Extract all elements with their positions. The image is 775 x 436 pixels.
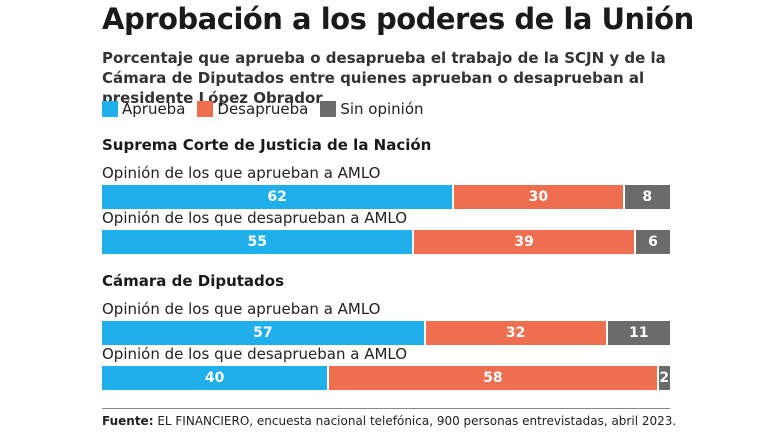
row-label-diputados-desaprueban: Opinión de los que desaprueban a AMLO — [102, 345, 408, 363]
legend-swatch-desaprueba — [197, 101, 214, 117]
legend-item-sin-opinion: Sin opinión — [320, 100, 424, 118]
footer-label: Fuente: — [102, 414, 154, 428]
bar-diputados-aprueban: 57 32 11 — [102, 321, 670, 345]
bar-diputados-desaprueban: 40 58 2 — [102, 366, 670, 390]
legend-label-desaprueba: Desaprueba — [217, 100, 309, 118]
data-label-sin-opinion: 11 — [628, 325, 649, 341]
bar-segment-desaprueba: 39 — [414, 230, 636, 254]
chart-title: Aprobación a los poderes de la Unión — [102, 2, 694, 36]
data-label-sin-opinion: 8 — [642, 189, 653, 205]
data-label-sin-opinion: 6 — [648, 234, 658, 250]
legend-item-desaprueba: Desaprueba — [197, 100, 308, 118]
legend-swatch-aprueba — [102, 101, 118, 117]
row-label-scjn-desaprueban: Opinión de los que desaprueban a AMLO — [102, 209, 408, 227]
section-title-scjn: Suprema Corte de Justicia de la Nación — [102, 136, 432, 154]
legend-label-sin-opinion: Sin opinión — [340, 100, 424, 118]
bar-segment-aprueba: 62 — [102, 185, 455, 209]
data-label-desaprueba: 39 — [514, 234, 534, 250]
bar-segment-desaprueba: 58 — [329, 366, 659, 390]
data-label-sin-opinion: 2 — [659, 370, 670, 386]
bar-segment-aprueba: 55 — [102, 230, 415, 254]
legend-swatch-sin-opinion — [320, 101, 337, 117]
legend-label-aprueba: Aprueba — [122, 100, 186, 118]
row-label-scjn-aprueban: Opinión de los que aprueban a AMLO — [102, 164, 381, 182]
bar-scjn-desaprueban: 55 39 6 — [102, 230, 670, 254]
chart-subtitle: Porcentaje que aprueba o desaprueba el t… — [102, 49, 666, 107]
bar-segment-sin-opinion: 2 — [658, 366, 670, 390]
data-label-aprueba: 40 — [204, 370, 225, 386]
bar-segment-aprueba: 40 — [102, 366, 330, 390]
bar-segment-sin-opinion: 8 — [624, 185, 670, 209]
data-label-aprueba: 57 — [253, 325, 273, 341]
bar-segment-desaprueba: 32 — [425, 321, 608, 345]
bar-segment-aprueba: 57 — [102, 321, 426, 345]
bar-segment-sin-opinion: 6 — [635, 230, 670, 254]
data-label-aprueba: 62 — [267, 189, 287, 205]
footer-divider — [102, 408, 670, 409]
data-label-desaprueba: 30 — [528, 189, 549, 205]
section-title-diputados: Cámara de Diputados — [102, 272, 285, 290]
bar-segment-sin-opinion: 11 — [607, 321, 670, 345]
bar-segment-desaprueba: 30 — [454, 185, 625, 209]
data-label-desaprueba: 32 — [505, 325, 526, 341]
source-footer: Fuente: EL FINANCIERO, encuesta nacional… — [102, 414, 676, 428]
bar-scjn-aprueban: 62 30 8 — [102, 185, 670, 209]
legend: Aprueba Desaprueba Sin opinión — [102, 100, 424, 118]
footer-text: EL FINANCIERO, encuesta nacional telefón… — [153, 414, 677, 428]
legend-item-aprueba: Aprueba — [102, 100, 185, 118]
data-label-aprueba: 55 — [247, 234, 267, 250]
row-label-diputados-aprueban: Opinión de los que aprueban a AMLO — [102, 300, 381, 318]
data-label-desaprueba: 58 — [483, 370, 503, 386]
